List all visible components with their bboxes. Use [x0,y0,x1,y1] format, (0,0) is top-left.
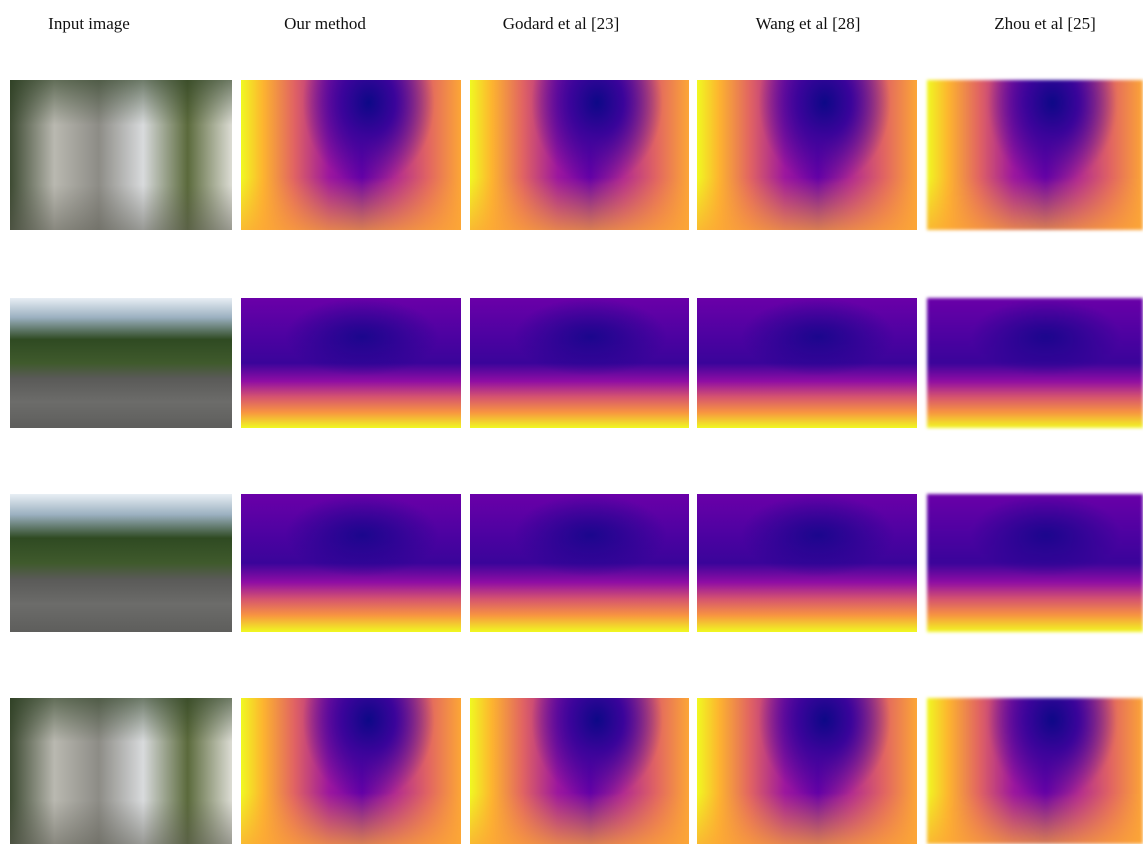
depth-map [470,494,689,632]
depth-map [697,298,917,428]
depth-map [470,698,689,844]
depth-map [470,298,689,428]
input-image [10,494,232,632]
column-header: Our method [215,14,435,34]
depth-map [241,80,461,230]
depth-map [697,80,917,230]
input-image [10,698,232,844]
figure: Input image Our method Godard et al [23]… [0,0,1143,844]
depth-map [927,698,1143,844]
depth-map [927,80,1143,230]
column-header: Input image [0,14,199,34]
depth-map [927,494,1143,632]
depth-map [241,698,461,844]
depth-map [470,80,689,230]
column-header: Godard et al [23] [451,14,671,34]
depth-map [241,298,461,428]
depth-map [241,494,461,632]
depth-map [697,698,917,844]
input-image [10,80,232,230]
column-header: Zhou et al [25] [935,14,1143,34]
input-image [10,298,232,428]
depth-map [927,298,1143,428]
column-header: Wang et al [28] [698,14,918,34]
depth-map [697,494,917,632]
